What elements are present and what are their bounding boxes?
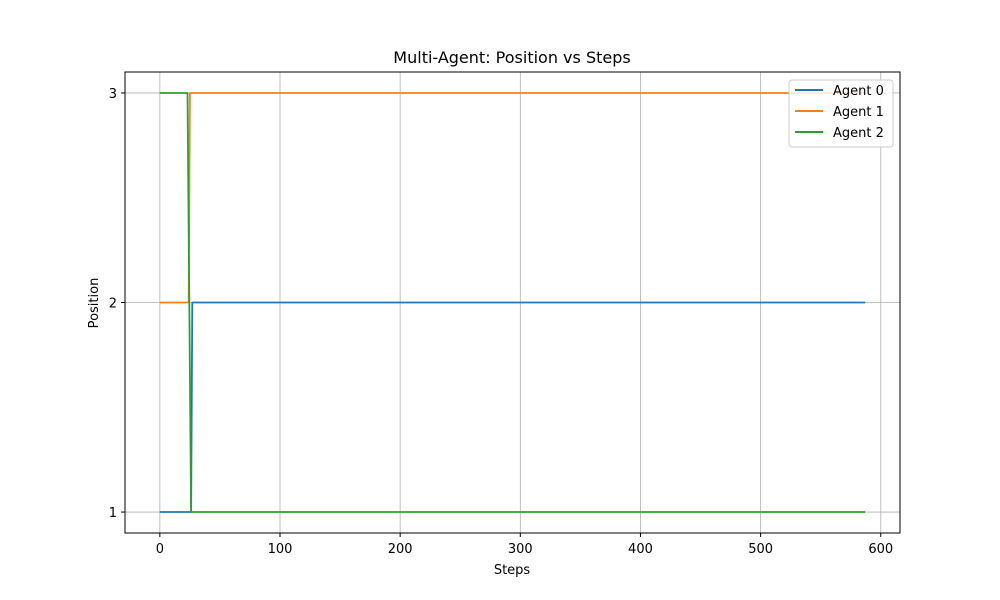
legend: Agent 0 Agent 1 Agent 2 [788,79,894,148]
axis-ticks: 0 100 200 300 400 500 600 1 2 3 [109,87,893,557]
legend-box [788,79,894,148]
x-tick-label: 0 [156,542,164,557]
y-tick-label: 3 [109,87,117,102]
x-tick-label: 400 [628,542,653,557]
series-line-agent-2 [159,92,866,513]
y-tick-label: 2 [109,297,117,312]
x-tick-label: 300 [508,542,533,557]
legend-label-agent-1: Agent 1 [833,105,884,120]
legend-label-agent-0: Agent 0 [833,84,884,99]
y-axis-label: Position [87,278,102,329]
x-axis-label: Steps [494,563,531,578]
x-tick-label: 100 [268,542,293,557]
legend-label-agent-2: Agent 2 [833,126,884,141]
chart-title: Multi-Agent: Position vs Steps [393,48,630,67]
x-tick-label: 200 [388,542,413,557]
x-tick-label: 600 [868,542,893,557]
x-tick-label: 500 [748,542,773,557]
series-line-agent-0 [159,301,866,513]
series-lines [159,92,866,513]
y-tick-label: 1 [109,506,117,521]
